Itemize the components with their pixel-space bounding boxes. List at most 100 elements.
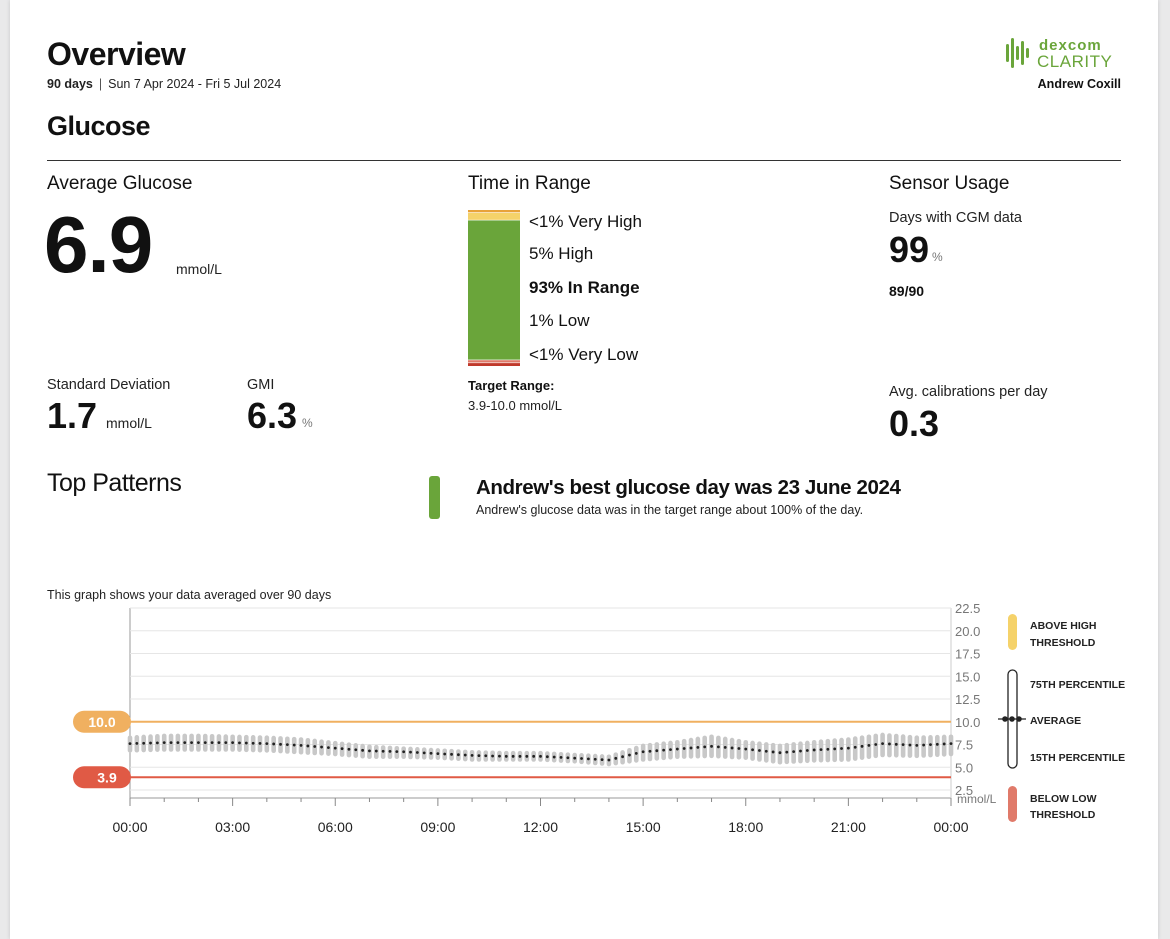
average-point xyxy=(128,742,132,745)
average-point xyxy=(415,751,419,754)
x-tick-label: 15:00 xyxy=(626,819,661,835)
brand-name: dexcom xyxy=(1039,37,1102,54)
average-point xyxy=(292,743,296,747)
average-point xyxy=(539,754,542,758)
report-page: Overview 90 days | Sun 7 Apr 2024 - Fri 5 … xyxy=(10,0,1158,939)
average-point xyxy=(778,751,782,755)
average-point xyxy=(662,748,666,752)
average-point xyxy=(819,748,823,751)
tir-very-low: <1% Very Low xyxy=(529,345,639,364)
average-point xyxy=(792,750,796,753)
average-point xyxy=(484,754,488,758)
average-point xyxy=(881,742,884,745)
average-point xyxy=(655,749,659,753)
average-point xyxy=(190,741,193,745)
average-point xyxy=(347,747,351,751)
sd-value: 1.7 xyxy=(47,395,98,436)
average-point xyxy=(689,746,693,750)
average-point xyxy=(197,741,200,745)
average-glucose-unit: mmol/L xyxy=(176,261,222,277)
percentile-band xyxy=(941,734,947,757)
average-point xyxy=(368,749,371,753)
calibrations-value: 0.3 xyxy=(889,403,940,444)
average-point xyxy=(751,748,754,752)
tir-segment-gap xyxy=(468,359,520,361)
average-point xyxy=(409,750,412,754)
x-tick-label: 00:00 xyxy=(112,819,147,835)
average-point xyxy=(477,754,481,758)
brand-product: CLARITY xyxy=(1037,52,1112,71)
average-point xyxy=(532,754,536,758)
y-tick-label: 12.5 xyxy=(955,692,980,707)
average-point xyxy=(210,741,214,745)
average-point xyxy=(607,758,611,762)
average-point xyxy=(846,746,850,750)
tir-segment-in-range xyxy=(468,220,520,361)
average-point xyxy=(340,747,344,751)
x-tick-label: 03:00 xyxy=(215,819,250,835)
y-tick-label: 15.0 xyxy=(955,669,980,684)
legend-p15-label: 15TH PERCENTILE xyxy=(1030,752,1125,764)
average-point xyxy=(675,747,679,751)
percentile-band xyxy=(935,734,940,758)
average-point xyxy=(894,742,898,746)
average-point xyxy=(258,742,262,745)
average-point xyxy=(155,741,159,745)
average-point xyxy=(511,754,515,758)
average-point xyxy=(840,747,843,750)
high-threshold-label: 10.0 xyxy=(88,714,115,730)
average-point xyxy=(628,753,631,757)
x-tick-label: 00:00 xyxy=(933,819,968,835)
average-point xyxy=(183,741,187,745)
average-point xyxy=(669,748,672,751)
average-point xyxy=(710,744,713,748)
average-point xyxy=(730,746,734,750)
average-point xyxy=(614,756,618,760)
average-point xyxy=(457,753,460,757)
percentile-band xyxy=(921,735,926,758)
average-point xyxy=(402,750,406,754)
percentile-band xyxy=(948,734,954,757)
average-point xyxy=(600,758,604,762)
average-point xyxy=(929,743,932,747)
average-point xyxy=(942,742,946,746)
x-tick-label: 06:00 xyxy=(318,819,353,835)
average-point xyxy=(716,745,720,749)
legend-above-swatch xyxy=(1008,614,1017,650)
legend-average-dot xyxy=(1016,716,1022,722)
average-point xyxy=(279,742,282,746)
low-threshold-label: 3.9 xyxy=(97,769,117,785)
pattern-headline: Andrew's best glucose day was 23 June 20… xyxy=(476,476,901,499)
average-point xyxy=(764,749,768,753)
average-point xyxy=(696,746,700,749)
average-point xyxy=(559,756,563,759)
legend-below-label: BELOW LOW xyxy=(1030,793,1097,805)
average-point xyxy=(265,742,269,745)
x-tick-label: 21:00 xyxy=(831,819,866,835)
y-unit-label: mmol/L xyxy=(957,792,997,806)
average-point xyxy=(826,747,830,751)
y-tick-label: 20.0 xyxy=(955,624,980,639)
page-title: Overview xyxy=(47,36,186,72)
average-point xyxy=(142,741,146,745)
time-in-range-bar xyxy=(468,210,520,366)
y-tick-label: 22.5 xyxy=(955,601,980,616)
average-point xyxy=(450,752,453,756)
average-point xyxy=(285,743,289,747)
average-point xyxy=(785,750,789,754)
section-divider xyxy=(47,160,1121,161)
low-threshold-badge xyxy=(73,766,131,789)
sd-unit: mmol/L xyxy=(106,415,152,431)
date-range: Sun 7 Apr 2024 - Fri 5 Jul 2024 xyxy=(108,77,282,91)
average-point xyxy=(272,742,276,746)
average-point xyxy=(545,755,549,759)
separator: | xyxy=(98,77,103,91)
average-point xyxy=(162,741,166,745)
target-range-value: 3.9-10.0 mmol/L xyxy=(468,398,562,413)
average-point xyxy=(518,754,522,758)
graph-caption: This graph shows your data averaged over… xyxy=(47,588,332,602)
cgm-days-value: 99 xyxy=(889,229,930,270)
legend-above-label-line2: THRESHOLD xyxy=(1030,637,1096,649)
legend-avg-label: AVERAGE xyxy=(1030,715,1081,727)
average-point xyxy=(641,750,645,754)
